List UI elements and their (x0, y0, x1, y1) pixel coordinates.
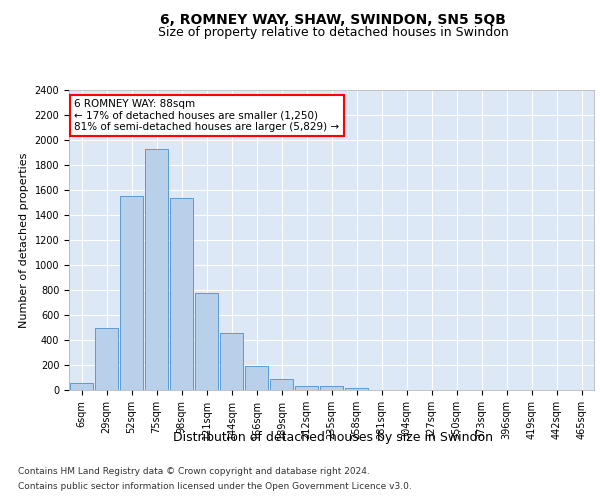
Text: Contains HM Land Registry data © Crown copyright and database right 2024.: Contains HM Land Registry data © Crown c… (18, 467, 370, 476)
Y-axis label: Number of detached properties: Number of detached properties (19, 152, 29, 328)
Bar (95, 328, 118, 390)
Bar (195, 292, 218, 390)
Text: 6, ROMNEY WAY, SHAW, SWINDON, SN5 5QB: 6, ROMNEY WAY, SHAW, SWINDON, SN5 5QB (160, 12, 506, 26)
Bar (220, 332, 243, 390)
Bar (245, 366, 268, 390)
Text: Distribution of detached houses by size in Swindon: Distribution of detached houses by size … (173, 431, 493, 444)
Bar (295, 386, 318, 390)
Bar (120, 196, 143, 390)
Text: Contains public sector information licensed under the Open Government Licence v3: Contains public sector information licen… (18, 482, 412, 491)
Text: Size of property relative to detached houses in Swindon: Size of property relative to detached ho… (158, 26, 508, 39)
Bar (345, 388, 368, 390)
Bar (270, 379, 293, 390)
Bar (145, 149, 168, 390)
Bar (170, 198, 193, 390)
Bar (320, 386, 343, 390)
Text: 6 ROMNEY WAY: 88sqm
← 17% of detached houses are smaller (1,250)
81% of semi-det: 6 ROMNEY WAY: 88sqm ← 17% of detached ho… (74, 99, 340, 132)
Bar (70, 382, 93, 390)
